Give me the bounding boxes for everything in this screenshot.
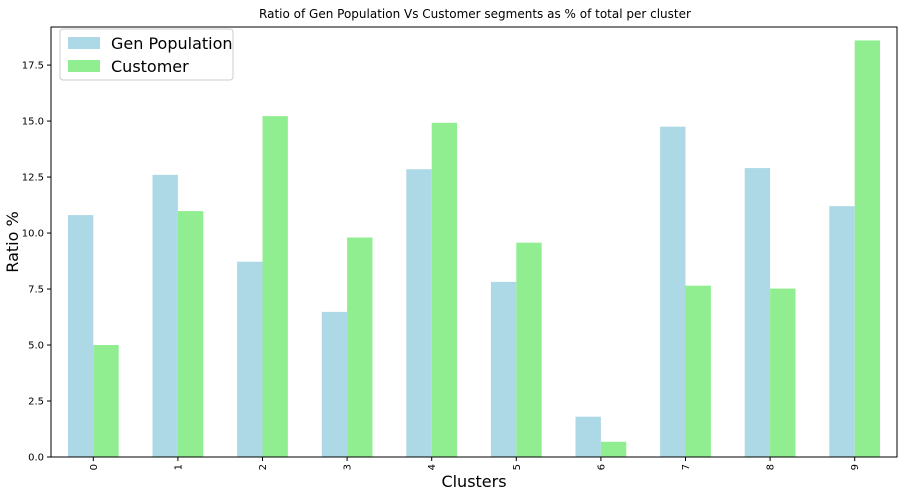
y-tick-label: 0.0 xyxy=(28,453,44,464)
bar-gen-population-cluster-7 xyxy=(660,126,686,457)
x-tick-label: 5 xyxy=(512,464,523,470)
bar-gen-population-cluster-5 xyxy=(490,281,517,457)
legend-frame xyxy=(59,28,234,81)
y-axis: 0.0 2.5 5.0 7.5 10.0 12.5 15.0 17.5 xyxy=(22,61,51,464)
bar-gen-population-cluster-0 xyxy=(67,215,94,457)
x-tick-label: 3 xyxy=(343,464,354,470)
y-tick-label: 7.5 xyxy=(28,285,44,296)
bar-customer-cluster-0 xyxy=(93,345,119,457)
y-tick-label: 5.0 xyxy=(28,341,44,352)
bar-customer-cluster-2 xyxy=(262,116,288,458)
y-tick-label: 2.5 xyxy=(28,397,44,408)
legend: Gen Population Customer xyxy=(59,28,234,81)
x-tick-label: 1 xyxy=(173,464,184,470)
x-tick-label: 7 xyxy=(681,464,692,470)
x-tick-label: 9 xyxy=(850,464,861,470)
bar-customer-cluster-9 xyxy=(854,40,881,457)
y-tick-label: 15.0 xyxy=(22,117,44,128)
y-tick-label: 10.0 xyxy=(22,229,44,240)
bar-gen-population-cluster-8 xyxy=(744,168,771,457)
bar-customer-cluster-5 xyxy=(516,242,542,457)
bar-gen-population-cluster-9 xyxy=(829,206,855,457)
y-axis-label: Ratio % xyxy=(3,211,22,272)
x-tick-label: 0 xyxy=(89,464,100,470)
bar-gen-population-cluster-1 xyxy=(152,174,178,457)
bar-customer-cluster-6 xyxy=(600,441,627,457)
legend-label-gen-population: Gen Population xyxy=(111,34,233,53)
x-tick-label: 6 xyxy=(596,464,607,470)
bar-gen-population-cluster-4 xyxy=(406,169,432,457)
legend-swatch-gen-population xyxy=(68,37,100,49)
bars-layer xyxy=(67,40,881,458)
x-axis-label: Clusters xyxy=(441,472,506,491)
x-tick-label: 4 xyxy=(427,464,438,470)
plot-frame xyxy=(50,26,898,458)
bar-customer-cluster-4 xyxy=(431,122,458,458)
x-tick-label: 2 xyxy=(258,464,269,470)
legend-label-customer: Customer xyxy=(111,57,189,76)
bar-customer-cluster-1 xyxy=(177,211,204,457)
x-tick-label: 8 xyxy=(766,464,777,470)
legend-swatch-customer xyxy=(68,60,100,72)
bar-customer-cluster-8 xyxy=(770,288,796,457)
bar-gen-population-cluster-6 xyxy=(575,416,601,457)
chart-title: Ratio of Gen Population Vs Customer segm… xyxy=(259,7,691,21)
bar-customer-cluster-7 xyxy=(685,285,711,457)
bar-gen-population-cluster-2 xyxy=(237,261,263,457)
y-tick-label: 12.5 xyxy=(22,173,44,184)
bar-customer-cluster-3 xyxy=(347,237,373,457)
x-axis: 0 1 2 3 4 5 6 7 8 9 xyxy=(89,457,861,470)
bar-gen-population-cluster-3 xyxy=(321,311,348,457)
y-tick-label: 17.5 xyxy=(22,61,44,72)
